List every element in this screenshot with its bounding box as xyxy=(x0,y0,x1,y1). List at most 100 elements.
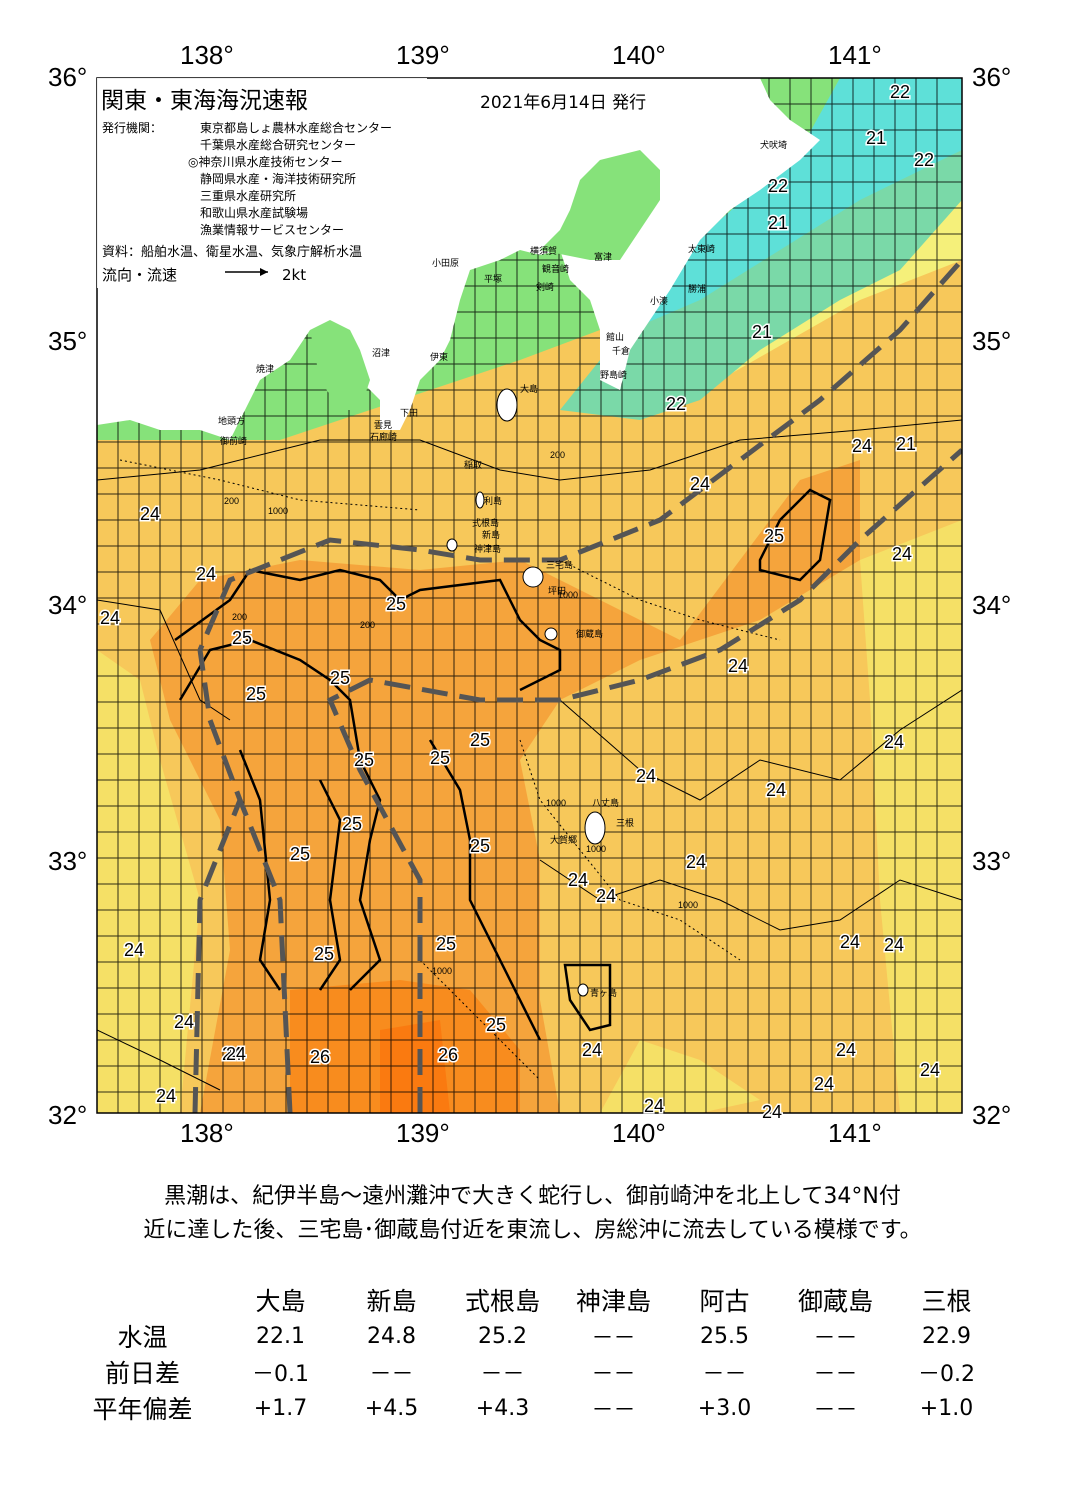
lon-label-top: 140° xyxy=(612,40,666,70)
map-title: 関東・東海海況速報 xyxy=(101,88,308,114)
table-row: 平年偏差 +1.7 +4.5 +4.3 －－ +3.0 －－ +1.0 xyxy=(60,1390,1002,1426)
table-cell: －0.2 xyxy=(918,1362,975,1387)
issuer-name: 三重県水産研究所 xyxy=(200,188,296,203)
isotherm-label: 22 xyxy=(890,82,910,102)
table-cell: +4.5 xyxy=(364,1395,419,1421)
isotherm-label: 25 xyxy=(436,934,456,954)
place-name: 観音崎 xyxy=(542,263,569,275)
isotherm-label: 24 xyxy=(920,1060,940,1080)
row-label: 水温 xyxy=(117,1323,168,1352)
isotherm-label: 21 xyxy=(896,434,916,454)
place-name: 太東崎 xyxy=(688,243,715,255)
isotherm-label: 24 xyxy=(686,852,706,872)
place-name: 横須賀 xyxy=(530,245,557,257)
table-cell: －－ xyxy=(591,1326,636,1351)
table-cell: 22.1 xyxy=(256,1323,305,1349)
place-name: 千倉 xyxy=(612,345,630,357)
isotherm-label: 24 xyxy=(884,935,904,955)
place-name: 大島 xyxy=(520,383,538,395)
issuer-name: 和歌山県水産試験場 xyxy=(200,205,308,220)
table-cell: －－ xyxy=(591,1362,636,1387)
table-cell: －－ xyxy=(480,1362,525,1387)
isotherm-label: 24 xyxy=(596,886,616,906)
depth-contour-label: 1000 xyxy=(586,844,606,854)
table-cell: －－ xyxy=(591,1398,636,1423)
isotherm-label: 25 xyxy=(470,730,490,750)
issuer-list: 東京都島しょ農林水産総合センター 千葉県水産総合研究センター ◎神奈川県水産技術… xyxy=(188,120,392,237)
place-name: 稲取 xyxy=(464,459,482,471)
lon-label-top: 138° xyxy=(180,40,234,70)
issuer-name: ◎神奈川県水産技術センター xyxy=(188,154,342,169)
isotherm-label: 24 xyxy=(226,1044,246,1064)
table-cell: －－ xyxy=(702,1362,747,1387)
table-cell: －0.1 xyxy=(252,1362,309,1387)
isotherm-label: 24 xyxy=(814,1074,834,1094)
column-header: 大島 xyxy=(255,1287,306,1316)
place-name: 館山 xyxy=(606,331,624,343)
place-name: 青ヶ島 xyxy=(590,987,617,999)
lon-label-top: 139° xyxy=(396,40,450,70)
lat-label-left: 32° xyxy=(48,1100,88,1130)
isotherm-label: 24 xyxy=(140,504,160,524)
isotherm-label: 24 xyxy=(124,940,144,960)
isotherm-label: 24 xyxy=(884,732,904,752)
table-row: 水温 22.1 24.8 25.2 －－ 25.5 －－ 22.9 xyxy=(60,1318,1002,1354)
data-source: 資料：船舶水温、衛星水温、気象庁解析水温 xyxy=(102,244,362,260)
depth-contour-label: 1000 xyxy=(268,506,288,516)
lat-label-right: 34° xyxy=(972,590,1012,620)
place-name: 焼津 xyxy=(256,364,274,375)
isotherm-label: 25 xyxy=(764,526,784,546)
place-name: 地頭方 xyxy=(218,415,245,427)
row-label: 前日差 xyxy=(104,1359,180,1388)
isotherm-label: 25 xyxy=(354,750,374,770)
place-name: 剣崎 xyxy=(536,281,554,293)
depth-contour-label: 200 xyxy=(550,450,565,460)
column-header: 神津島 xyxy=(575,1287,651,1316)
issuer-name: 東京都島しょ農林水産総合センター xyxy=(200,120,392,135)
place-name: 坪田 xyxy=(548,586,566,597)
isotherm-label: 25 xyxy=(386,594,406,614)
lon-label-bottom: 139° xyxy=(396,1118,450,1148)
place-name: 御前崎 xyxy=(220,435,247,447)
place-name: 勝浦 xyxy=(688,283,706,295)
issuers-label: 発行機関： xyxy=(102,120,162,135)
issuer-name: 千葉県水産総合研究センター xyxy=(200,137,356,152)
place-name: 八丈島 xyxy=(592,797,619,809)
isotherm-label: 24 xyxy=(196,564,216,584)
table-cell: 24.8 xyxy=(367,1323,416,1349)
isotherm-label: 24 xyxy=(762,1102,782,1122)
table-cell: 22.9 xyxy=(922,1323,971,1349)
isotherm-label: 21 xyxy=(866,128,886,148)
isotherm-label: 24 xyxy=(100,608,120,628)
isotherm-label: 24 xyxy=(156,1086,176,1106)
issuer-name: 漁業情報サービスセンター xyxy=(200,223,344,237)
place-name: 石廊崎 xyxy=(370,431,397,443)
lon-label-bottom: 138° xyxy=(180,1118,234,1148)
table-cell: －－ xyxy=(813,1398,858,1423)
place-name: 新島 xyxy=(482,529,500,541)
place-name: 雲見 xyxy=(374,420,392,431)
lat-label-right: 36° xyxy=(972,62,1012,92)
summary-line-2: 近に達した後、三宅島･御蔵島付近を東流し、房総沖に流去している模様です。 xyxy=(143,1218,922,1243)
place-name: 御蔵島 xyxy=(576,628,603,640)
lat-label-right: 33° xyxy=(972,846,1012,876)
isotherm-label: 26 xyxy=(310,1047,330,1067)
column-header: 阿古 xyxy=(699,1287,750,1316)
isotherm-label: 24 xyxy=(690,474,710,494)
place-name: 野島崎 xyxy=(600,369,627,381)
table-cell: －－ xyxy=(813,1326,858,1351)
lat-label-right: 35° xyxy=(972,326,1012,356)
isotherm-label: 24 xyxy=(644,1096,664,1116)
column-header: 新島 xyxy=(366,1287,417,1316)
depth-contour-label: 200 xyxy=(224,496,239,506)
kuroshio-axis xyxy=(192,258,962,1113)
lon-label-bottom: 141° xyxy=(828,1118,882,1148)
lat-label-right: 32° xyxy=(972,1100,1012,1130)
depth-contour-label: 1000 xyxy=(432,966,452,976)
table-cell: －－ xyxy=(813,1362,858,1387)
table-cell: +3.0 xyxy=(697,1395,752,1421)
isotherm-label: 24 xyxy=(174,1012,194,1032)
isotherm-label: 24 xyxy=(836,1040,856,1060)
isotherm-label: 25 xyxy=(430,748,450,768)
place-name: 三根 xyxy=(616,817,634,829)
